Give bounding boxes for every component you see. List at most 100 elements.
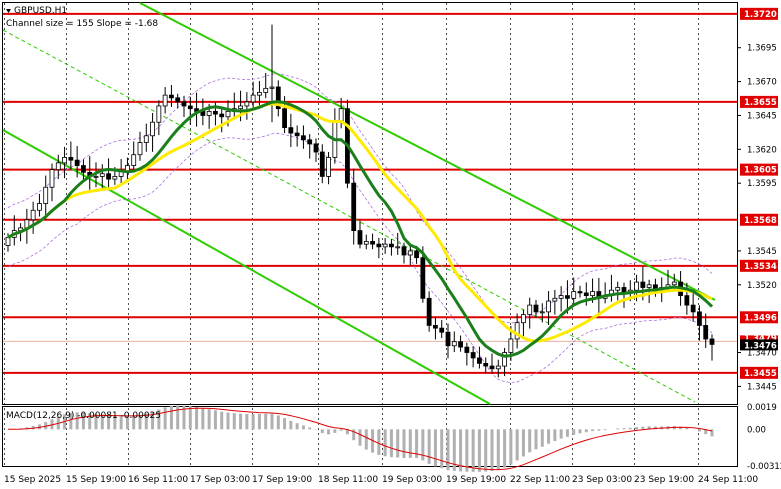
- candle-body: [552, 297, 558, 302]
- macd-signal-line: [7, 407, 713, 471]
- level-tag: [740, 213, 778, 226]
- candle-body: [433, 325, 438, 329]
- candle-body: [150, 121, 155, 137]
- candle-body: [238, 105, 243, 110]
- candle-body: [458, 341, 463, 348]
- candle-body: [451, 341, 457, 347]
- candle-body: [426, 297, 432, 326]
- current-price-tag: [740, 339, 778, 351]
- candle-body: [370, 241, 375, 245]
- candlesticks: [5, 24, 715, 378]
- bollinger-lower: [7, 132, 713, 384]
- candle-body: [250, 94, 256, 103]
- x-tick-label: 23 Sep 03:00: [572, 475, 632, 485]
- level-tag-label: 1.3655: [744, 98, 777, 108]
- candle-body: [263, 87, 269, 93]
- x-tick-label: 19 Sep 19:00: [446, 475, 506, 485]
- candle-body: [313, 143, 319, 153]
- candle-body: [470, 352, 476, 359]
- candle-body: [301, 135, 306, 141]
- candle-body: [169, 94, 174, 99]
- y-tick-label: 1.3445: [747, 382, 777, 392]
- candle-body: [546, 300, 551, 313]
- level-tag-label: 1.3534: [744, 262, 777, 272]
- candle-body: [137, 142, 143, 156]
- macd-panel: 0.0019 0.00 -0.00312: [7, 403, 781, 472]
- y-tick-label: 1.3545: [747, 247, 777, 257]
- candle-body: [495, 365, 501, 370]
- horizontal-levels: 1.3720 1.3655 1.3605 1.3568 1.3534 1.3496 1.34…: [3, 7, 778, 379]
- candle-body: [43, 186, 49, 204]
- candle-body: [646, 284, 652, 288]
- candle-body: [533, 304, 539, 313]
- ma-slow-line: [7, 100, 714, 358]
- level-tag: [740, 366, 778, 379]
- candle-body: [401, 246, 407, 256]
- candle-body: [106, 173, 111, 180]
- candle-body: [395, 246, 401, 249]
- current-price-tag-label: 1.3476: [744, 341, 777, 351]
- channel-lower: [2, 129, 491, 405]
- candle-body: [539, 311, 545, 314]
- candle-body: [489, 365, 495, 370]
- candle-body: [527, 304, 533, 315]
- main-plot-frame: [2, 2, 738, 405]
- macd-tick-label: 0.0019: [747, 403, 777, 413]
- candle-body: [68, 157, 74, 161]
- vertical-grid: [4, 3, 699, 466]
- candle-body: [187, 105, 193, 110]
- channel-upper: [139, 2, 716, 301]
- candle-body: [514, 322, 520, 340]
- level-tag-label: 1.3720: [744, 10, 777, 20]
- candle-body: [709, 338, 715, 345]
- candle-body: [464, 346, 470, 353]
- candle-body: [502, 352, 507, 367]
- level-tag: [740, 95, 778, 108]
- candle-body: [703, 325, 709, 340]
- level-tag-label: 1.3568: [744, 216, 777, 226]
- candle-body: [175, 97, 181, 103]
- candle-body: [37, 203, 42, 211]
- ma-fast-line: [7, 102, 713, 343]
- candle-body: [414, 250, 419, 259]
- level-tag: [740, 311, 778, 324]
- candle-body: [640, 281, 646, 288]
- candle-body: [690, 304, 696, 313]
- level-tag-label: 1.3605: [744, 166, 777, 176]
- macd-tick-label: -0.00312: [747, 462, 781, 472]
- candle-body: [49, 169, 55, 188]
- candle-body: [99, 173, 105, 177]
- candle-body: [590, 291, 595, 297]
- x-tick-label: 18 Sep 11:00: [318, 475, 378, 485]
- candle-body: [181, 101, 187, 107]
- candle-body: [351, 182, 357, 231]
- y-tick-label: 1.3620: [747, 145, 777, 155]
- y-axis: 1.3695 1.3670 1.3645 1.3620 1.3595 1.3545 1.35…: [737, 44, 777, 392]
- candle-body: [571, 291, 577, 299]
- candle-body: [257, 92, 262, 96]
- level-tag-label: 1.3496: [744, 313, 777, 323]
- candle-body: [521, 314, 526, 324]
- x-tick-label: 19 Sep 03:00: [382, 475, 442, 485]
- candle-body: [382, 243, 388, 248]
- candle-body: [93, 176, 99, 178]
- x-tick-label: 16 Sep 11:00: [128, 475, 188, 485]
- candle-body: [697, 311, 702, 326]
- candle-body: [407, 250, 413, 256]
- x-tick-label: 23 Sep 19:00: [634, 475, 694, 485]
- candle-body: [162, 94, 168, 107]
- candle-body: [143, 135, 149, 143]
- candle-body: [583, 292, 589, 297]
- candle-body: [294, 132, 300, 137]
- bollinger-bands: [7, 73, 713, 384]
- candle-body: [307, 139, 313, 145]
- candle-body: [55, 162, 61, 171]
- x-tick-label: 24 Sep 11:00: [698, 475, 758, 485]
- x-tick-label: 17 Sep 03:00: [190, 475, 250, 485]
- candle-body: [565, 295, 570, 299]
- level-tag: [740, 7, 778, 20]
- y-tick-label: 1.3695: [747, 44, 777, 54]
- candle-body: [288, 127, 294, 134]
- candle-body: [219, 113, 225, 118]
